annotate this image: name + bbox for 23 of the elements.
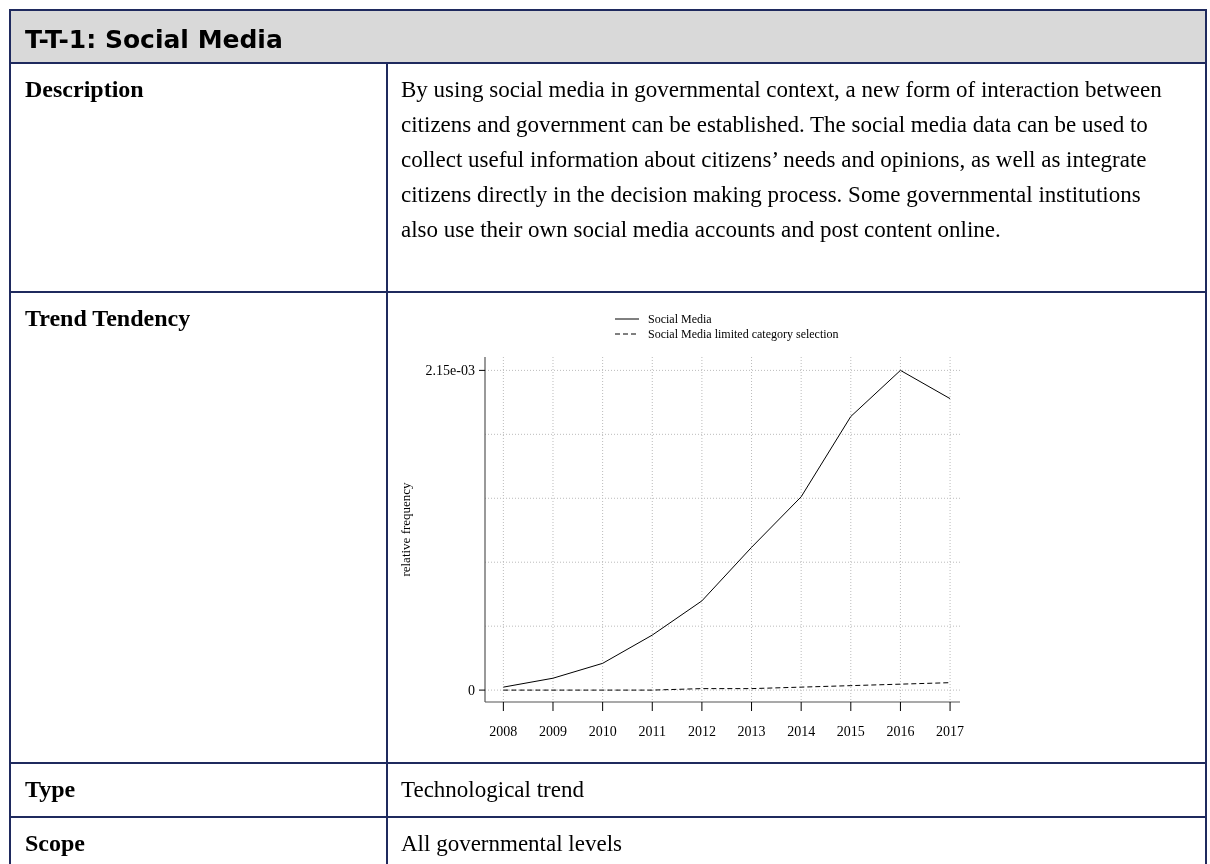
x-tick-label: 2010 [588, 724, 617, 739]
y-axis-title: relative frequency [398, 481, 413, 577]
y-tick-label: 2.15e-03 [425, 363, 475, 379]
text: Technological trend [401, 777, 585, 802]
y-tick-label: 0 [468, 683, 475, 699]
x-tick-label: 2014 [787, 724, 816, 739]
legend-label: Social Media limited category selection [648, 327, 839, 341]
legend-label: Social Media [648, 312, 713, 326]
text: Description [25, 76, 144, 102]
x-tick-label: 2012 [687, 724, 716, 739]
text: All governmental levels [401, 831, 623, 856]
text: Trend Tendency [25, 305, 191, 331]
text: Type [25, 776, 76, 802]
x-tick-label: 2009 [539, 724, 567, 739]
x-tick-label: 2011 [638, 724, 667, 739]
x-tick-label: 2017 [936, 724, 965, 739]
x-tick-label: 2016 [886, 724, 915, 739]
x-tick-label: 2015 [836, 724, 865, 739]
text: T-T-1: Social Media [25, 25, 283, 54]
x-tick-label: 2008 [489, 724, 518, 739]
x-tick-label: 2013 [737, 724, 766, 739]
text: Scope [25, 830, 86, 856]
text: By using social media in governmental context, a new form of interaction between citizens and government can be established. The social media data can be used to collect useful information about citizens’ needs and opinions, as well as integrate citizens directly in the decision making process. Some governmental institutions also use their own social media accounts and post content online. [401, 77, 1163, 242]
